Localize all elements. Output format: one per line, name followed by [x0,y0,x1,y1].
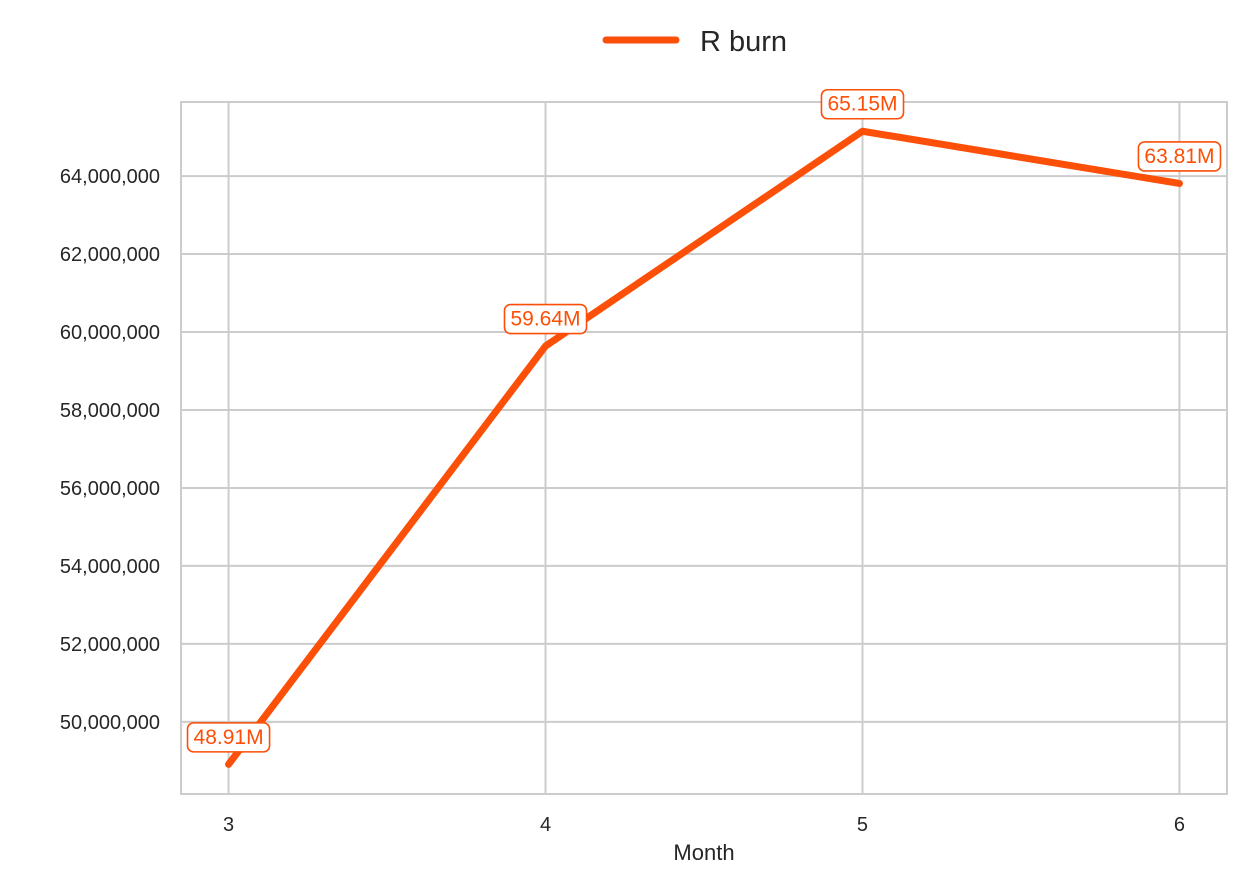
plot-background [181,102,1227,794]
data-point [859,128,866,135]
y-tick-label: 64,000,000 [60,166,160,188]
x-axis-ticks: 3 4 5 6 [223,814,1185,836]
data-label: 59.64M [503,303,588,335]
y-axis-ticks: 50,000,000 52,000,000 54,000,000 56,000,000… [60,166,160,734]
data-label-text: 59.64M [510,308,580,331]
data-point [1176,180,1183,187]
data-label: 65.15M [820,88,905,120]
x-tick-label: 4 [540,814,551,836]
data-labels: 48.91M 59.64M 65.15M 63.81M [186,88,1222,753]
y-tick-label: 52,000,000 [60,634,160,656]
y-tick-label: 60,000,000 [60,322,160,344]
x-tick-label: 3 [223,814,234,836]
data-label-box [186,722,271,753]
series-line [225,127,1183,768]
x-tick-label: 5 [857,814,868,836]
data-label: 63.81M [1137,141,1222,172]
data-label-box [1137,141,1222,172]
x-axis-label: Month [673,840,734,865]
data-point [542,343,549,350]
y-tick-label: 54,000,000 [60,556,160,578]
legend: R burn [602,26,787,58]
series-layer [225,127,1183,768]
y-tick-label: 56,000,000 [60,478,160,500]
data-label-text: 65.15M [827,93,897,116]
data-label-text: 63.81M [1144,145,1214,168]
data-label-box [820,88,905,120]
data-label-text: 48.91M [194,726,264,749]
data-label-box [503,303,588,335]
y-tick-label: 50,000,000 [60,712,160,734]
x-tick-label: 6 [1174,814,1185,836]
y-tick-label: 62,000,000 [60,244,160,266]
plot-frame [180,101,1228,795]
y-tick-label: 58,000,000 [60,400,160,422]
legend-label: R burn [700,26,787,58]
data-point [225,761,232,768]
grid-lines [181,102,1227,794]
data-label: 48.91M [186,722,271,753]
